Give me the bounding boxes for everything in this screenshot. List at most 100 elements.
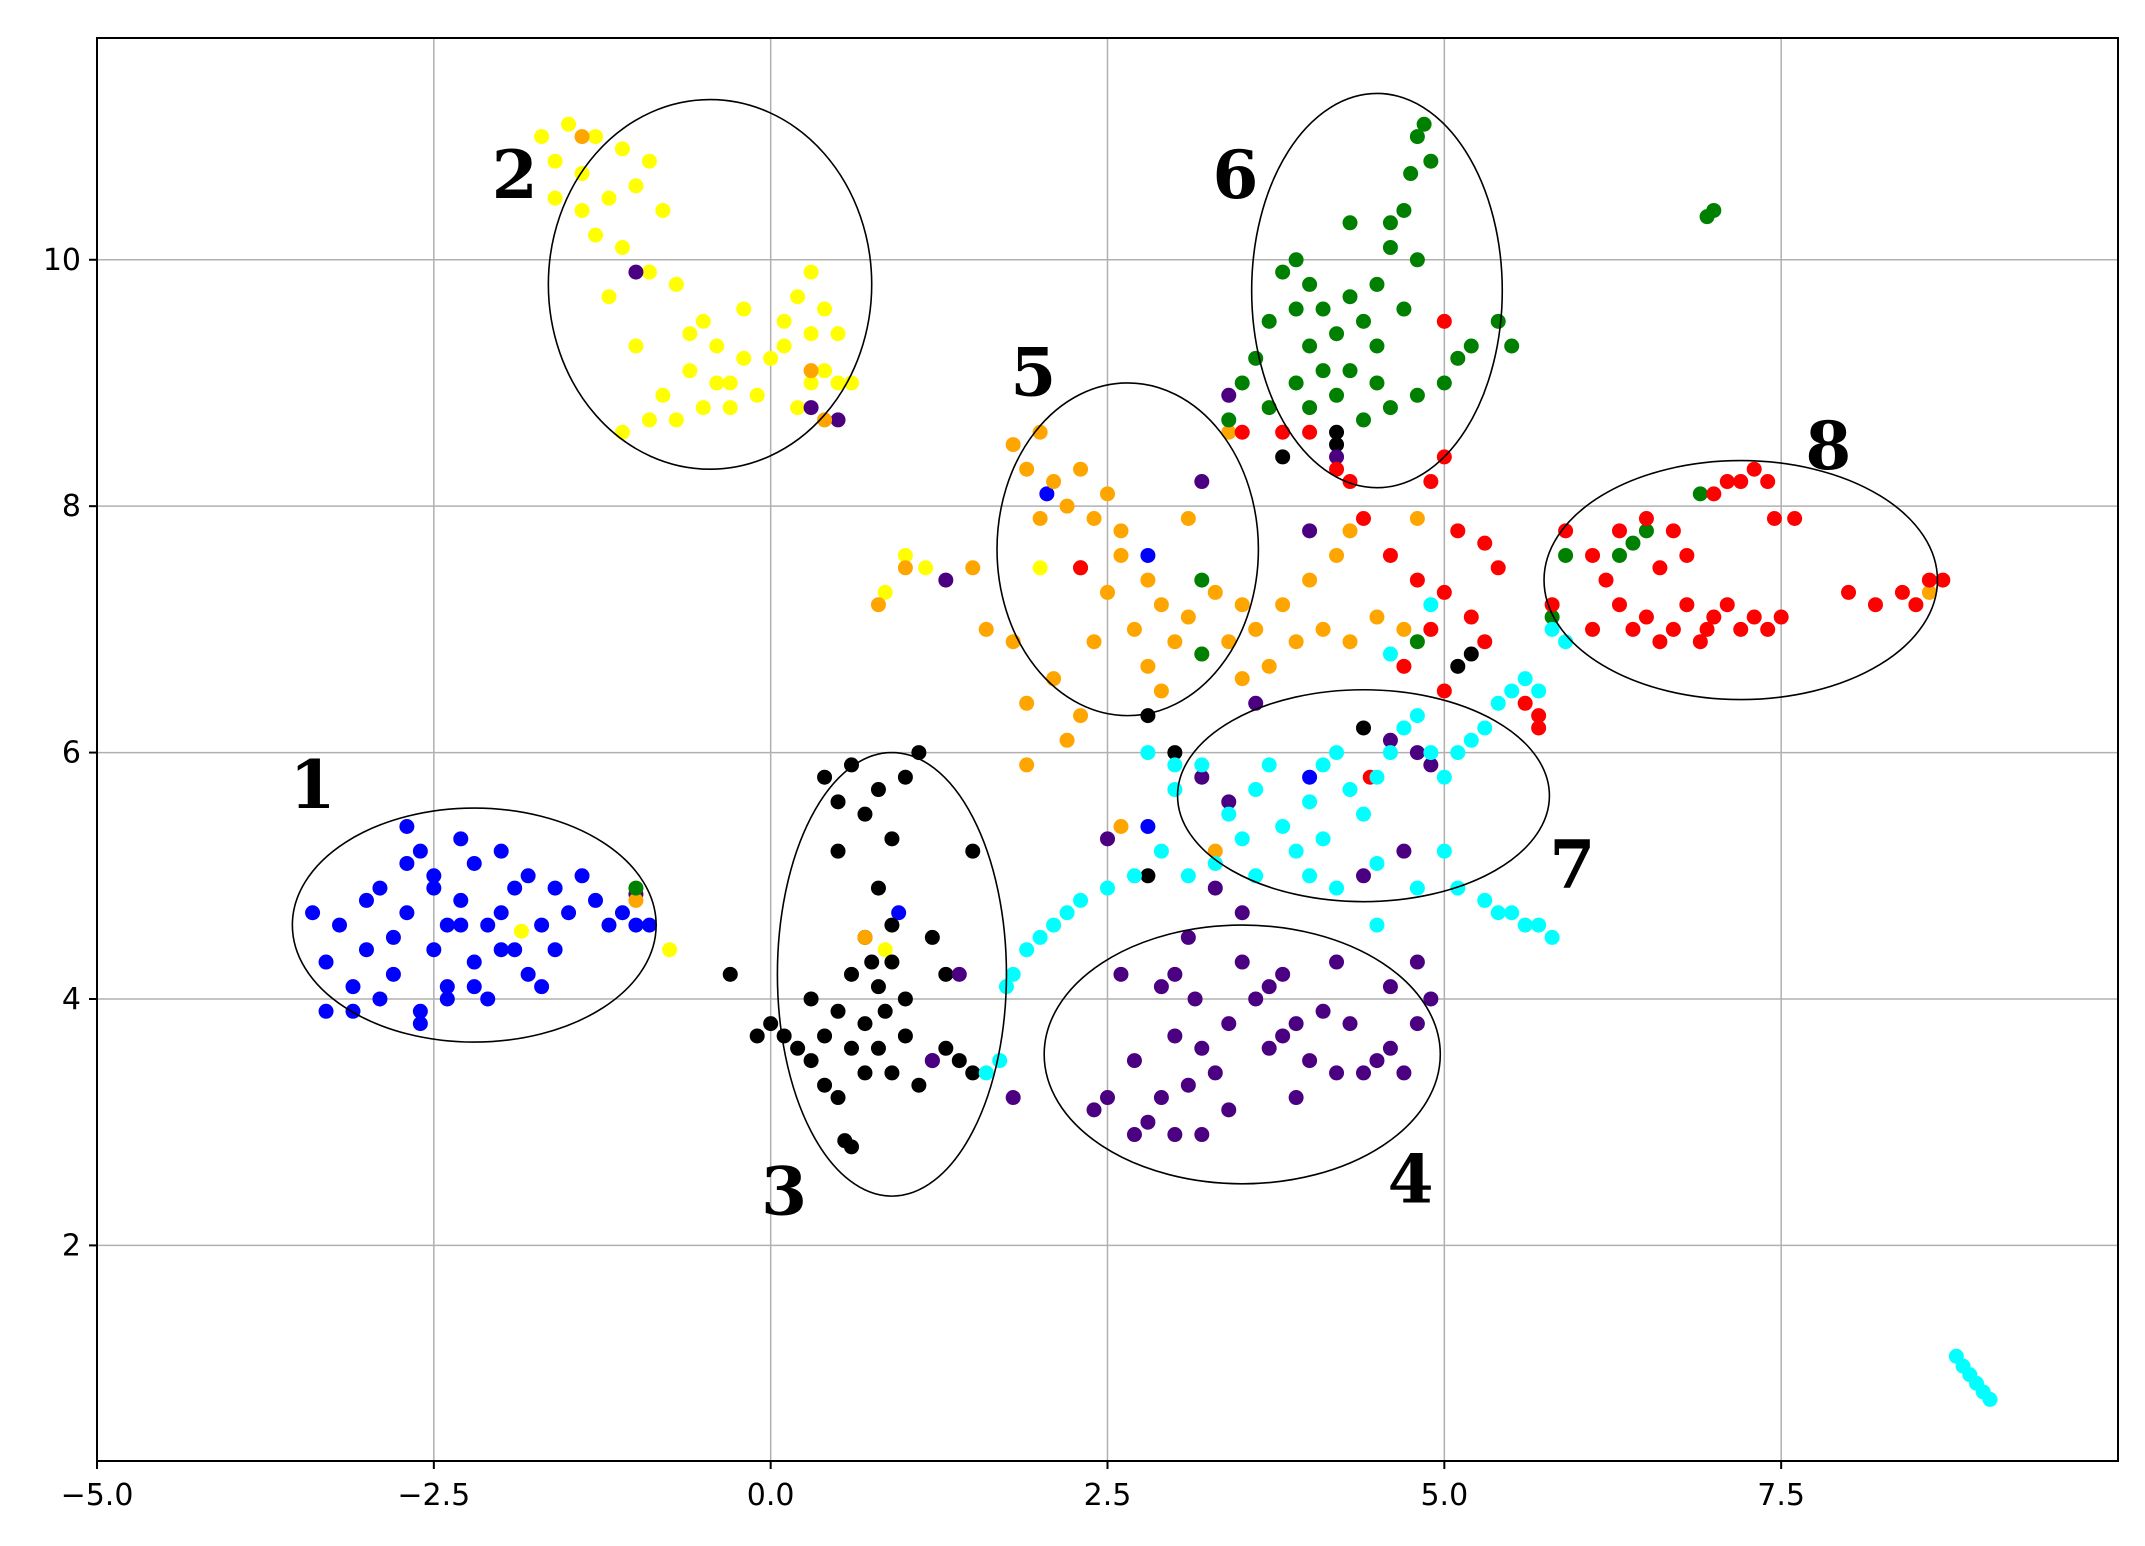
scatter-point bbox=[870, 1040, 886, 1056]
scatter-point bbox=[1194, 1127, 1210, 1143]
scatter-point bbox=[1841, 584, 1857, 600]
scatter-point bbox=[1894, 584, 1910, 600]
scatter-point bbox=[1699, 621, 1715, 637]
scatter-point bbox=[614, 424, 630, 440]
scatter-point bbox=[776, 313, 792, 329]
scatter-point bbox=[1382, 215, 1398, 231]
scatter-point bbox=[817, 301, 833, 317]
scatter-point bbox=[951, 966, 967, 982]
scatter-point bbox=[588, 227, 604, 243]
scatter-point bbox=[924, 1053, 940, 1069]
scatter-point bbox=[1382, 979, 1398, 995]
scatter-point bbox=[722, 375, 738, 391]
scatter-point bbox=[857, 929, 873, 945]
scatter-point bbox=[1342, 363, 1358, 379]
scatter-point bbox=[817, 412, 833, 428]
scatter-point bbox=[911, 1077, 927, 1093]
scatter-point bbox=[1409, 387, 1425, 403]
scatter-point bbox=[749, 1028, 765, 1044]
scatter-point bbox=[1409, 572, 1425, 588]
scatter-point bbox=[790, 400, 806, 416]
scatter-point bbox=[1382, 732, 1398, 748]
scatter-point bbox=[655, 202, 671, 218]
scatter-point bbox=[1477, 720, 1493, 736]
scatter-point bbox=[897, 1028, 913, 1044]
scatter-point bbox=[493, 942, 509, 958]
scatter-point bbox=[817, 769, 833, 785]
scatter-point bbox=[897, 769, 913, 785]
scatter-point bbox=[1194, 572, 1210, 588]
scatter-point bbox=[1692, 486, 1708, 502]
scatter-point bbox=[1234, 424, 1250, 440]
scatter-point bbox=[614, 239, 630, 255]
scatter-point bbox=[1086, 1102, 1102, 1118]
scatter-point bbox=[1517, 695, 1533, 711]
scatter-point bbox=[628, 338, 644, 354]
scatter-point bbox=[1436, 375, 1452, 391]
scatter-point bbox=[938, 572, 954, 588]
scatter-point bbox=[1302, 868, 1318, 884]
scatter-point bbox=[1679, 547, 1695, 563]
scatter-point bbox=[1355, 412, 1371, 428]
scatter-point bbox=[1436, 313, 1452, 329]
scatter-point bbox=[1140, 819, 1156, 835]
scatter-point bbox=[547, 153, 563, 169]
scatter-point bbox=[1073, 560, 1089, 576]
scatter-point bbox=[1302, 400, 1318, 416]
scatter-point bbox=[1302, 276, 1318, 292]
scatter-point bbox=[709, 375, 725, 391]
scatter-point bbox=[803, 363, 819, 379]
scatter-point bbox=[1490, 695, 1506, 711]
scatter-point bbox=[547, 190, 563, 206]
cluster-label-8: 8 bbox=[1805, 407, 1851, 485]
scatter-point bbox=[1382, 745, 1398, 761]
scatter-point bbox=[790, 1040, 806, 1056]
scatter-point bbox=[1288, 1016, 1304, 1032]
scatter-point bbox=[1153, 597, 1169, 613]
scatter-point bbox=[1382, 646, 1398, 662]
scatter-point bbox=[1760, 474, 1776, 490]
scatter-point bbox=[1019, 942, 1035, 958]
scatter-point bbox=[1382, 547, 1398, 563]
scatter-point bbox=[1585, 621, 1601, 637]
scatter-point bbox=[1921, 584, 1937, 600]
scatter-point bbox=[1423, 621, 1439, 637]
scatter-point bbox=[1611, 523, 1627, 539]
scatter-point bbox=[1234, 954, 1250, 970]
scatter-point bbox=[1126, 1053, 1142, 1069]
scatter-point bbox=[345, 1003, 361, 1019]
scatter-point bbox=[520, 868, 536, 884]
scatter-point bbox=[1032, 424, 1048, 440]
scatter-point bbox=[345, 979, 361, 995]
scatter-point bbox=[1315, 621, 1331, 637]
scatter-point bbox=[1369, 855, 1385, 871]
scatter-point bbox=[1086, 634, 1102, 650]
scatter-point bbox=[1396, 301, 1412, 317]
scatter-point bbox=[1369, 375, 1385, 391]
x-tick-label: 5.0 bbox=[1420, 1478, 1468, 1513]
series-group bbox=[513, 116, 1048, 958]
scatter-point bbox=[1423, 153, 1439, 169]
scatter-point bbox=[1140, 658, 1156, 674]
scatter-point bbox=[1187, 991, 1203, 1007]
scatter-point bbox=[1140, 547, 1156, 563]
scatter-point bbox=[1126, 1127, 1142, 1143]
scatter-point bbox=[1140, 708, 1156, 724]
scatter-point bbox=[601, 190, 617, 206]
cluster-ellipse-6 bbox=[1250, 92, 1504, 489]
scatter-point bbox=[588, 892, 604, 908]
scatter-point bbox=[1517, 671, 1533, 687]
scatter-point bbox=[561, 116, 577, 132]
scatter-point bbox=[1302, 572, 1318, 588]
scatter-point bbox=[844, 1040, 860, 1056]
scatter-point bbox=[1638, 609, 1654, 625]
scatter-point bbox=[628, 178, 644, 194]
scatter-point bbox=[1342, 523, 1358, 539]
scatter-point bbox=[1046, 917, 1062, 933]
scatter-point bbox=[1504, 338, 1520, 354]
scatter-point bbox=[453, 892, 469, 908]
cluster-ellipse-1 bbox=[291, 807, 657, 1043]
cluster-ellipse-7 bbox=[1176, 688, 1551, 903]
cluster-label-1: 1 bbox=[290, 746, 336, 824]
scatter-point bbox=[507, 942, 523, 958]
